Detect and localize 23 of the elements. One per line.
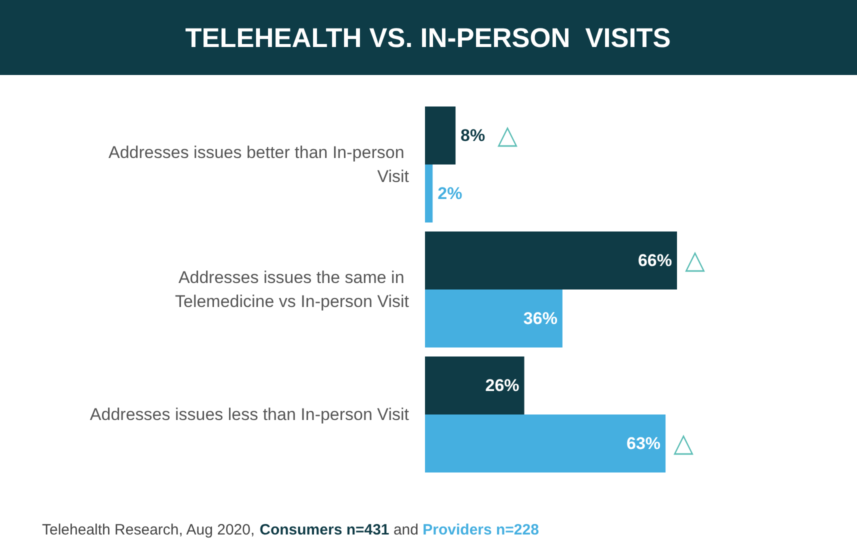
y-tick-label: Addresses issues the same in Telemedicine vs In-person Visit [174, 268, 410, 311]
annotation: △ [674, 428, 694, 458]
text: Providers n=228 [422, 522, 539, 538]
annotation: △ [498, 120, 518, 150]
chart-title: TELEHEALTH VS. IN-PERSON VISITS [185, 23, 671, 53]
data-label: 63% [626, 434, 661, 453]
annotation: △ [685, 246, 705, 276]
data-label: 8% [460, 126, 486, 145]
bar [425, 106, 456, 164]
data-label: 26% [485, 376, 520, 395]
bar [425, 232, 677, 290]
data-label: 2% [438, 184, 462, 203]
text: and [389, 522, 423, 538]
data-label: 36% [523, 309, 558, 328]
text: Consumers n=431 [260, 522, 390, 538]
bar [425, 164, 433, 222]
text: Telehealth Research, Aug 2020, [42, 522, 259, 538]
bar [425, 414, 666, 472]
data-label: 66% [638, 251, 672, 270]
bar [425, 356, 524, 414]
bar [425, 290, 562, 348]
y-tick-label: Addresses issues better than In-person Visit [108, 143, 410, 186]
y-tick-label: Addresses issues less than In-person Visit [90, 405, 410, 424]
